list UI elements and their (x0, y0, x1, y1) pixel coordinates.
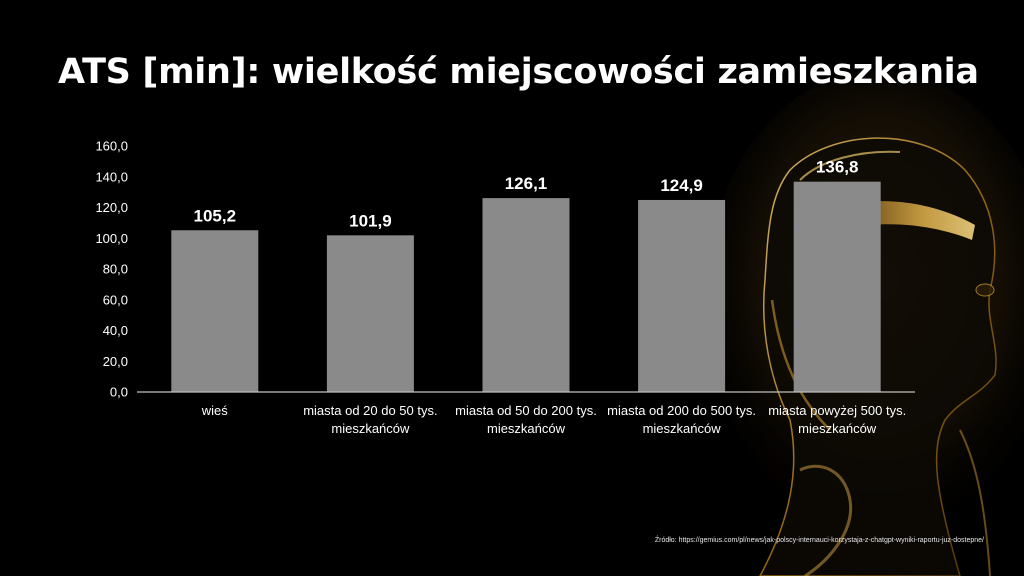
y-tick-label: 160,0 (95, 139, 128, 154)
data-labels: 105,2 101,9 126,1 124,9 136,8 (194, 158, 859, 231)
y-tick-label: 80,0 (103, 262, 128, 277)
bar (793, 181, 881, 392)
bar (171, 230, 259, 392)
source-note: Źródło: https://gemius.com/pl/news/jak-p… (654, 537, 984, 544)
data-label: 126,1 (505, 174, 548, 193)
x-tick-label: miasta od 50 do 200 tys. mieszkańców (455, 403, 597, 436)
y-tick-label: 0,0 (110, 385, 128, 400)
x-axis-categories: wieś miasta od 20 do 50 tys. mieszkańców mi… (201, 403, 906, 436)
bar (482, 198, 570, 392)
data-label: 124,9 (660, 176, 703, 195)
y-tick-label: 140,0 (95, 169, 128, 184)
y-tick-label: 40,0 (103, 323, 128, 338)
slide-title: ATS [min]: wielkość miejscowości zamiesz… (58, 52, 979, 92)
bar (638, 199, 726, 392)
y-tick-label: 120,0 (95, 200, 128, 215)
x-tick-label: miasta powyżej 500 tys. mieszkańców (768, 403, 906, 436)
y-tick-label: 100,0 (95, 231, 128, 246)
bar (326, 235, 414, 392)
x-tick-label: miasta od 200 do 500 tys. mieszkańców (607, 403, 756, 436)
data-label: 105,2 (194, 206, 237, 225)
x-tick-label: wieś (201, 403, 229, 418)
y-tick-label: 60,0 (103, 292, 128, 307)
data-label: 136,8 (816, 158, 859, 177)
x-tick-label: miasta od 20 do 50 tys. mieszkańców (303, 403, 437, 436)
y-tick-label: 20,0 (103, 354, 128, 369)
y-axis-ticks: 0,0 20,0 40,0 60,0 80,0 100,0 120,0 140,0 160,0 (95, 139, 128, 400)
bars (171, 181, 881, 392)
data-label: 101,9 (349, 211, 392, 230)
